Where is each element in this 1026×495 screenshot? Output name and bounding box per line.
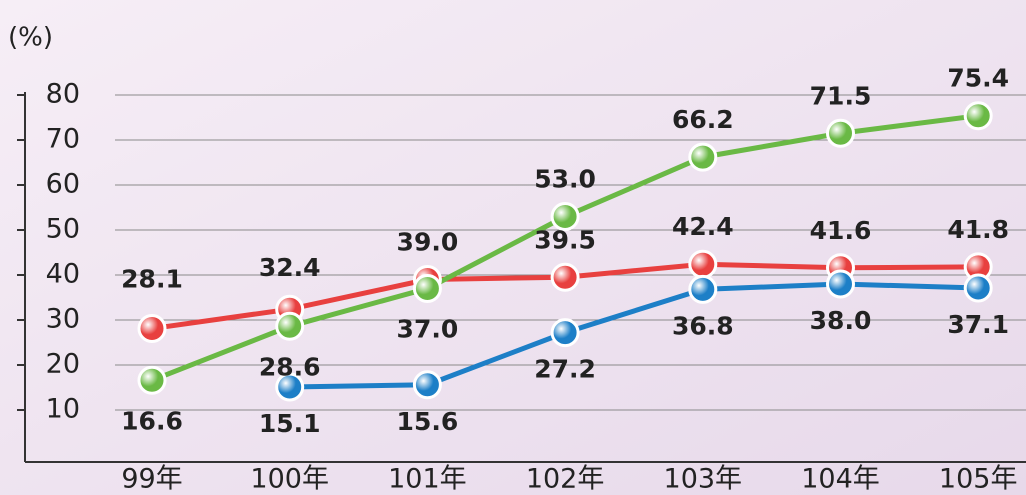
data-label: 37.1	[947, 310, 1009, 339]
data-point	[688, 249, 718, 279]
data-point	[688, 142, 718, 172]
data-point	[275, 372, 305, 402]
y-tick-label: 20	[46, 349, 80, 380]
data-label: 37.0	[397, 315, 459, 344]
x-tick-label: 99年	[121, 464, 182, 495]
data-point	[137, 314, 167, 344]
y-tick-label: 70	[46, 124, 80, 155]
x-tick-label: 101年	[388, 464, 467, 495]
data-label: 42.4	[672, 212, 734, 241]
y-tick-label: 60	[46, 169, 80, 200]
data-point	[550, 262, 580, 292]
data-label: 28.1	[121, 265, 183, 294]
data-point	[550, 318, 580, 348]
data-point	[826, 269, 855, 299]
y-tick-label: 50	[46, 214, 80, 245]
data-label: 75.4	[947, 64, 1009, 93]
series-line	[289, 281, 979, 390]
data-point	[137, 365, 167, 395]
data-point	[550, 202, 580, 231]
data-point	[963, 101, 993, 131]
data-point	[963, 273, 993, 303]
y-tick-label: 10	[46, 394, 80, 425]
data-point	[412, 370, 442, 400]
data-point	[275, 311, 305, 341]
data-label: 39.5	[534, 225, 596, 254]
data-label: 27.2	[534, 355, 596, 384]
data-label: 66.2	[672, 105, 734, 134]
data-label: 53.0	[534, 165, 596, 194]
data-label: 28.6	[259, 352, 321, 381]
data-point	[412, 274, 442, 303]
data-label: 36.8	[672, 311, 734, 340]
data-point	[688, 274, 718, 304]
x-tick-label: 102年	[526, 464, 605, 495]
x-tick-label: 104年	[801, 464, 880, 495]
data-label: 15.6	[397, 407, 459, 436]
data-label: 41.8	[947, 215, 1009, 244]
data-label: 32.4	[259, 253, 321, 282]
data-label: 41.6	[810, 216, 872, 245]
data-label: 38.0	[810, 306, 872, 335]
data-point	[826, 118, 855, 148]
y-tick-label: 40	[46, 259, 80, 290]
data-label: 16.6	[121, 406, 183, 435]
y-tick-label: 30	[46, 304, 80, 335]
x-tick-label: 105年	[939, 464, 1018, 495]
y-tick-label: 80	[46, 79, 80, 110]
x-tick-label: 103年	[664, 464, 743, 495]
data-label: 39.0	[397, 228, 459, 257]
data-label: 71.5	[810, 81, 872, 110]
data-label: 15.1	[259, 409, 321, 438]
x-tick-label: 100年	[250, 464, 329, 495]
y-axis-label: (%)	[8, 23, 53, 53]
